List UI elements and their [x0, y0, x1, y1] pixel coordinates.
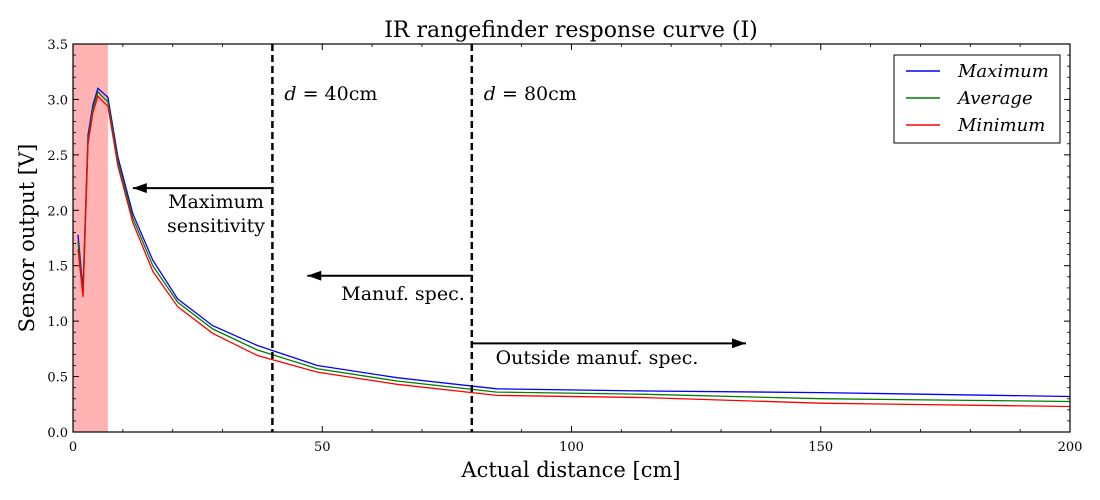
y-tick-label-5: 2.5	[47, 149, 68, 164]
x-tick-label-200: 200	[1058, 440, 1083, 455]
legend-label-minimum: Minimum	[957, 115, 1045, 136]
vline-label-40: d = 40cm	[284, 83, 377, 105]
series-line-minimum	[77, 94, 1070, 408]
y-tick-label-7: 3.5	[47, 38, 68, 53]
y-tick-label-3: 1.5	[47, 260, 68, 275]
annotation-text-0-1: sensitivity	[167, 215, 265, 237]
plot-area: d = 40cm d = 80cmMaximumsensitivityManuf.…	[47, 38, 1082, 455]
annotation-text-1-0: Manuf. spec.	[341, 283, 465, 305]
vline-label-80: d = 80cm	[484, 83, 577, 105]
series-line-average	[77, 90, 1070, 403]
x-axis-label: Actual distance [cm]	[460, 458, 680, 482]
y-tick-label-4: 2.0	[47, 204, 68, 219]
x-tick-label-0: 0	[69, 440, 77, 455]
x-tick-label-100: 100	[559, 440, 584, 455]
y-tick-label-0: 0.0	[47, 426, 68, 441]
y-tick-label-6: 3.0	[47, 93, 68, 108]
x-tick-label-50: 50	[314, 440, 331, 455]
legend-label-maximum: Maximum	[957, 61, 1049, 82]
chart-title: IR rangefinder response curve (I)	[384, 18, 758, 43]
annotation-text-0-0: Maximum	[168, 191, 264, 213]
legend-box	[893, 54, 1061, 144]
x-tick-label-150: 150	[808, 440, 833, 455]
legend-label-average: Average	[956, 88, 1033, 109]
y-tick-label-1: 0.5	[47, 371, 68, 386]
annotation-text-2-0: Outside manuf. spec.	[496, 347, 699, 369]
series-line-maximum	[77, 87, 1070, 398]
y-axis-label: Sensor output [V]	[15, 144, 39, 333]
legend: Maximum Average Minimum	[893, 54, 1061, 144]
y-tick-label-2: 1.0	[47, 315, 68, 330]
